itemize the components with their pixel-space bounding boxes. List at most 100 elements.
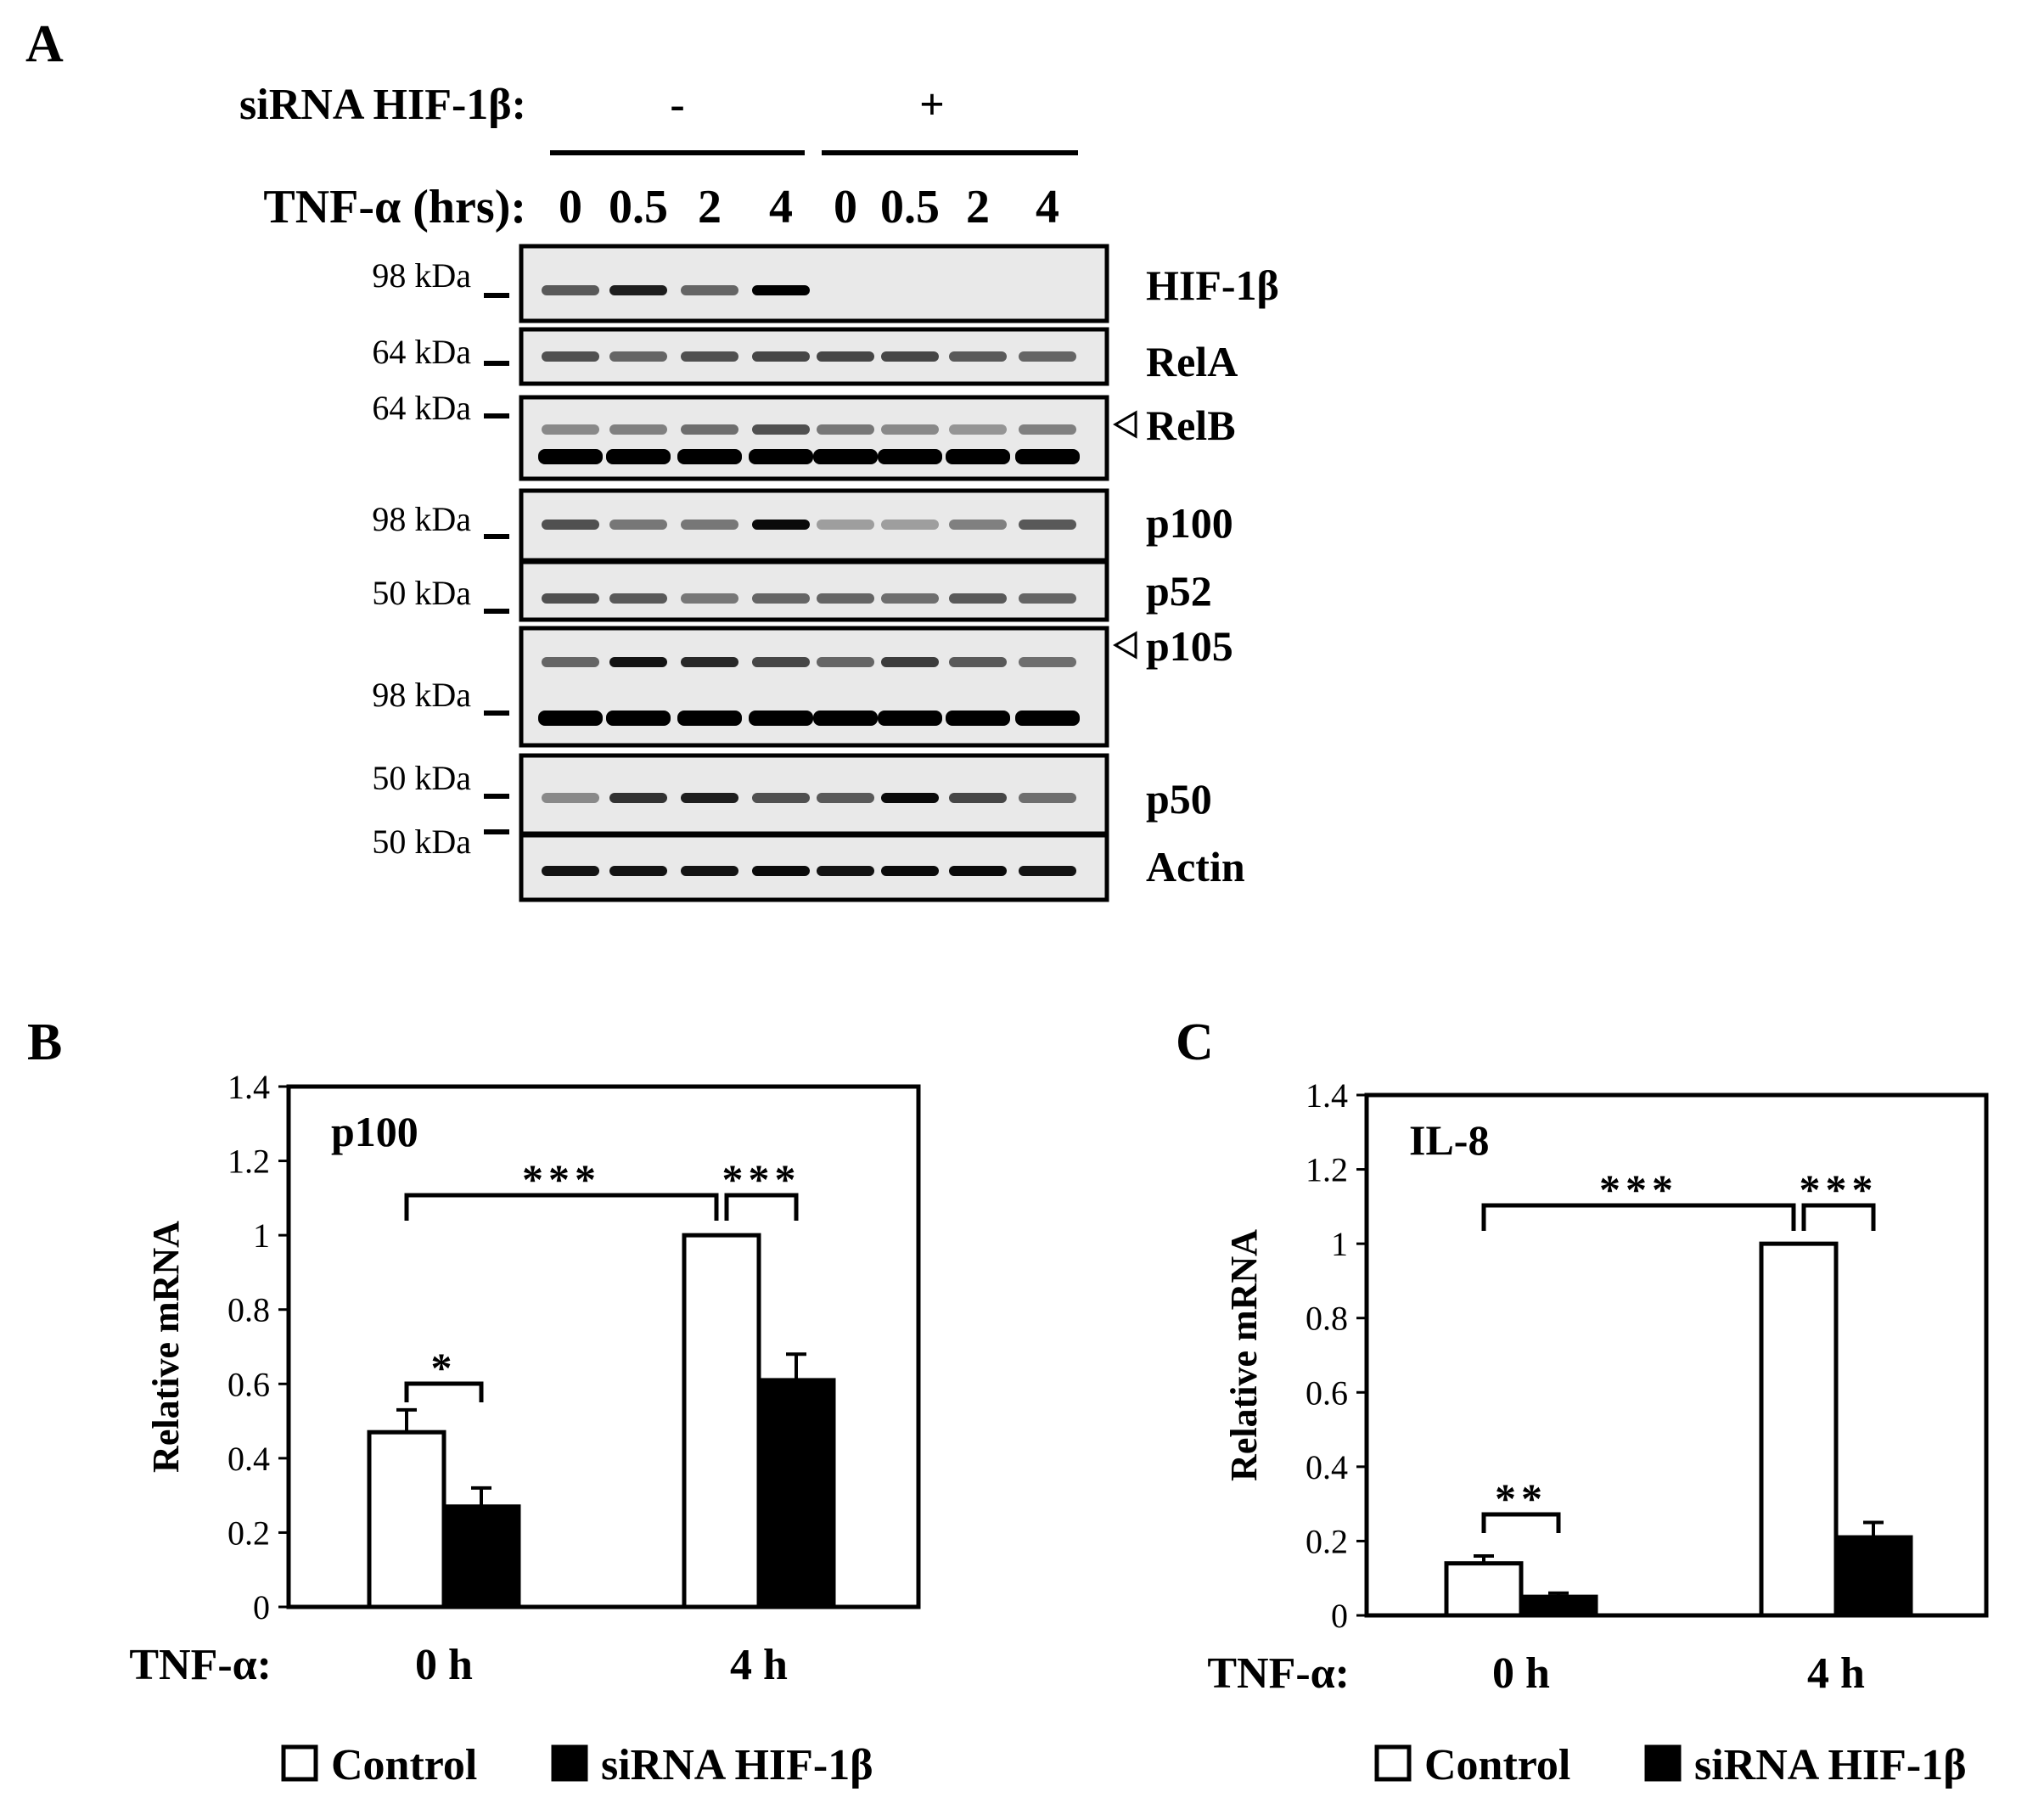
- panel-letter: B: [27, 1014, 62, 1071]
- blot-hif1: HIF-1β 98 kDa: [372, 244, 1279, 323]
- timepoint-label: 0.5: [609, 181, 668, 233]
- band: [681, 520, 738, 530]
- band: [881, 793, 939, 803]
- protein-label: Actin: [1146, 843, 1245, 890]
- plot-frame: [1364, 1092, 1989, 1618]
- sirna-minus-label: -: [670, 81, 684, 129]
- blot-p105: p105 98 kDa: [372, 622, 1233, 748]
- timepoint-label: 2: [698, 181, 722, 233]
- band: [817, 424, 874, 435]
- kda-marker: 50 kDa: [372, 759, 471, 797]
- panel-b-chart: B 0 0.2 0.4 0.6 0.8 1 1.2 1.4 Relative mRNA p100 0 …: [27, 1014, 921, 1789]
- band: [817, 657, 874, 667]
- bar-sirna: [441, 1504, 521, 1609]
- significance-bracket-4h-label: ***: [1800, 1165, 1878, 1213]
- y-axis-label: Relative mRNA: [1223, 1229, 1265, 1481]
- band: [1019, 520, 1076, 530]
- significance-bracket-4h-label: ***: [722, 1155, 801, 1203]
- protein-label: p105: [1146, 622, 1233, 670]
- panel-letter: C: [1176, 1014, 1214, 1071]
- kda-marker: 64 kDa: [372, 333, 471, 371]
- y-tick-label: 1: [1331, 1225, 1348, 1263]
- y-tick-label: 0.4: [1306, 1448, 1348, 1486]
- band: [881, 657, 939, 667]
- y-tick-label: 0.2: [1306, 1522, 1348, 1560]
- x-axis-prefix: TNF-α:: [129, 1641, 272, 1689]
- band: [949, 351, 1007, 362]
- kda-marker: 50 kDa: [372, 574, 471, 612]
- blot-frame: [519, 626, 1109, 748]
- plot-frame: [286, 1084, 921, 1609]
- significance-bracket-control: [1481, 1203, 1796, 1231]
- x-category-label: 4 h: [730, 1641, 788, 1689]
- y-tick-label: 0.8: [227, 1291, 270, 1329]
- blot-p50: p50 50 kDa: [372, 753, 1212, 836]
- band: [752, 285, 810, 295]
- y-tick-label: 0.4: [227, 1440, 270, 1478]
- protein-label: RelB: [1146, 402, 1236, 449]
- band: [542, 351, 599, 362]
- y-tick-label: 0: [253, 1588, 270, 1626]
- significance-bracket-0h: [404, 1381, 484, 1402]
- band: [1019, 657, 1076, 667]
- band: [817, 866, 874, 876]
- western-blots: HIF-1β 98 kDa RelA 64 kDa RelB 64 kDa p100 98 k…: [372, 244, 1279, 902]
- protein-label: p100: [1146, 499, 1233, 547]
- band: [881, 520, 939, 530]
- band-lower: [749, 711, 813, 726]
- band-lower: [1015, 711, 1080, 726]
- band: [752, 520, 810, 530]
- legend-swatch-sirna: [551, 1744, 588, 1782]
- band: [542, 520, 599, 530]
- band: [752, 351, 810, 362]
- legend-label-control: Control: [1424, 1741, 1570, 1789]
- legend-swatch-control: [281, 1744, 318, 1782]
- band-lower: [1015, 449, 1080, 464]
- band: [949, 793, 1007, 803]
- band-lower: [677, 449, 742, 464]
- significance-bracket-4h: [724, 1193, 799, 1221]
- timepoint-label: 0: [559, 181, 582, 233]
- band-lower: [813, 711, 878, 726]
- band: [949, 520, 1007, 530]
- band: [949, 593, 1007, 604]
- panel-c-chart: C 0 0.2 0.4 0.6 0.8 1 1.2 1.4 Relative mRNA IL-8 0 …: [1176, 1014, 1989, 1789]
- legend-label-sirna: siRNA HIF-1β: [601, 1741, 873, 1789]
- significance-bracket-0h: [1481, 1512, 1561, 1533]
- band-lower: [606, 711, 671, 726]
- band: [1019, 866, 1076, 876]
- legend-label-control: Control: [331, 1741, 477, 1789]
- band-lower: [606, 449, 671, 464]
- kda-marker: 98 kDa: [372, 676, 471, 714]
- x-category-label: 4 h: [1807, 1649, 1865, 1698]
- legend-swatch-sirna: [1644, 1744, 1682, 1782]
- chart-title: IL-8: [1409, 1116, 1489, 1164]
- band: [949, 866, 1007, 876]
- band: [542, 593, 599, 604]
- y-tick-label: 0.6: [227, 1365, 270, 1403]
- chart-title: p100: [331, 1108, 418, 1155]
- band: [681, 793, 738, 803]
- band-lower: [813, 449, 878, 464]
- band: [1019, 593, 1076, 604]
- band-lower: [878, 711, 942, 726]
- blot-rela: RelA 64 kDa: [372, 327, 1238, 386]
- kda-marker: 50 kDa: [372, 823, 471, 861]
- band: [817, 351, 874, 362]
- bar-sirna: [756, 1378, 836, 1609]
- sirna-label: siRNA HIF-1β:: [239, 81, 526, 129]
- band: [1019, 424, 1076, 435]
- blot-p52: p52 50 kDa: [372, 559, 1212, 622]
- blot-frame: [519, 559, 1109, 622]
- timepoint-label: 0: [834, 181, 857, 233]
- timepoint-label: 0.5: [880, 181, 940, 233]
- significance-bracket-0h-label: *: [431, 1344, 458, 1391]
- timepoint-label: 4: [1036, 181, 1059, 233]
- band: [817, 520, 874, 530]
- band: [681, 866, 738, 876]
- sirna-plus-label: +: [919, 81, 945, 129]
- band: [881, 351, 939, 362]
- timepoint-labels: 0 0.5 2 4 0 0.5 2 4: [559, 181, 1059, 233]
- panel-a-letter: A: [25, 15, 64, 73]
